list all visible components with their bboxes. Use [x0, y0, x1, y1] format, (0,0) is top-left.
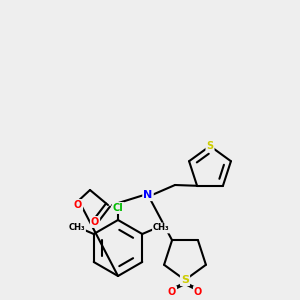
- Text: CH₃: CH₃: [68, 224, 85, 232]
- Text: O: O: [91, 217, 99, 227]
- Text: O: O: [74, 200, 82, 210]
- Text: O: O: [168, 287, 176, 297]
- Text: N: N: [143, 190, 153, 200]
- Text: O: O: [194, 287, 202, 297]
- Text: Cl: Cl: [112, 203, 123, 213]
- Text: CH₃: CH₃: [153, 224, 169, 232]
- Text: S: S: [181, 275, 189, 285]
- Text: S: S: [206, 141, 214, 151]
